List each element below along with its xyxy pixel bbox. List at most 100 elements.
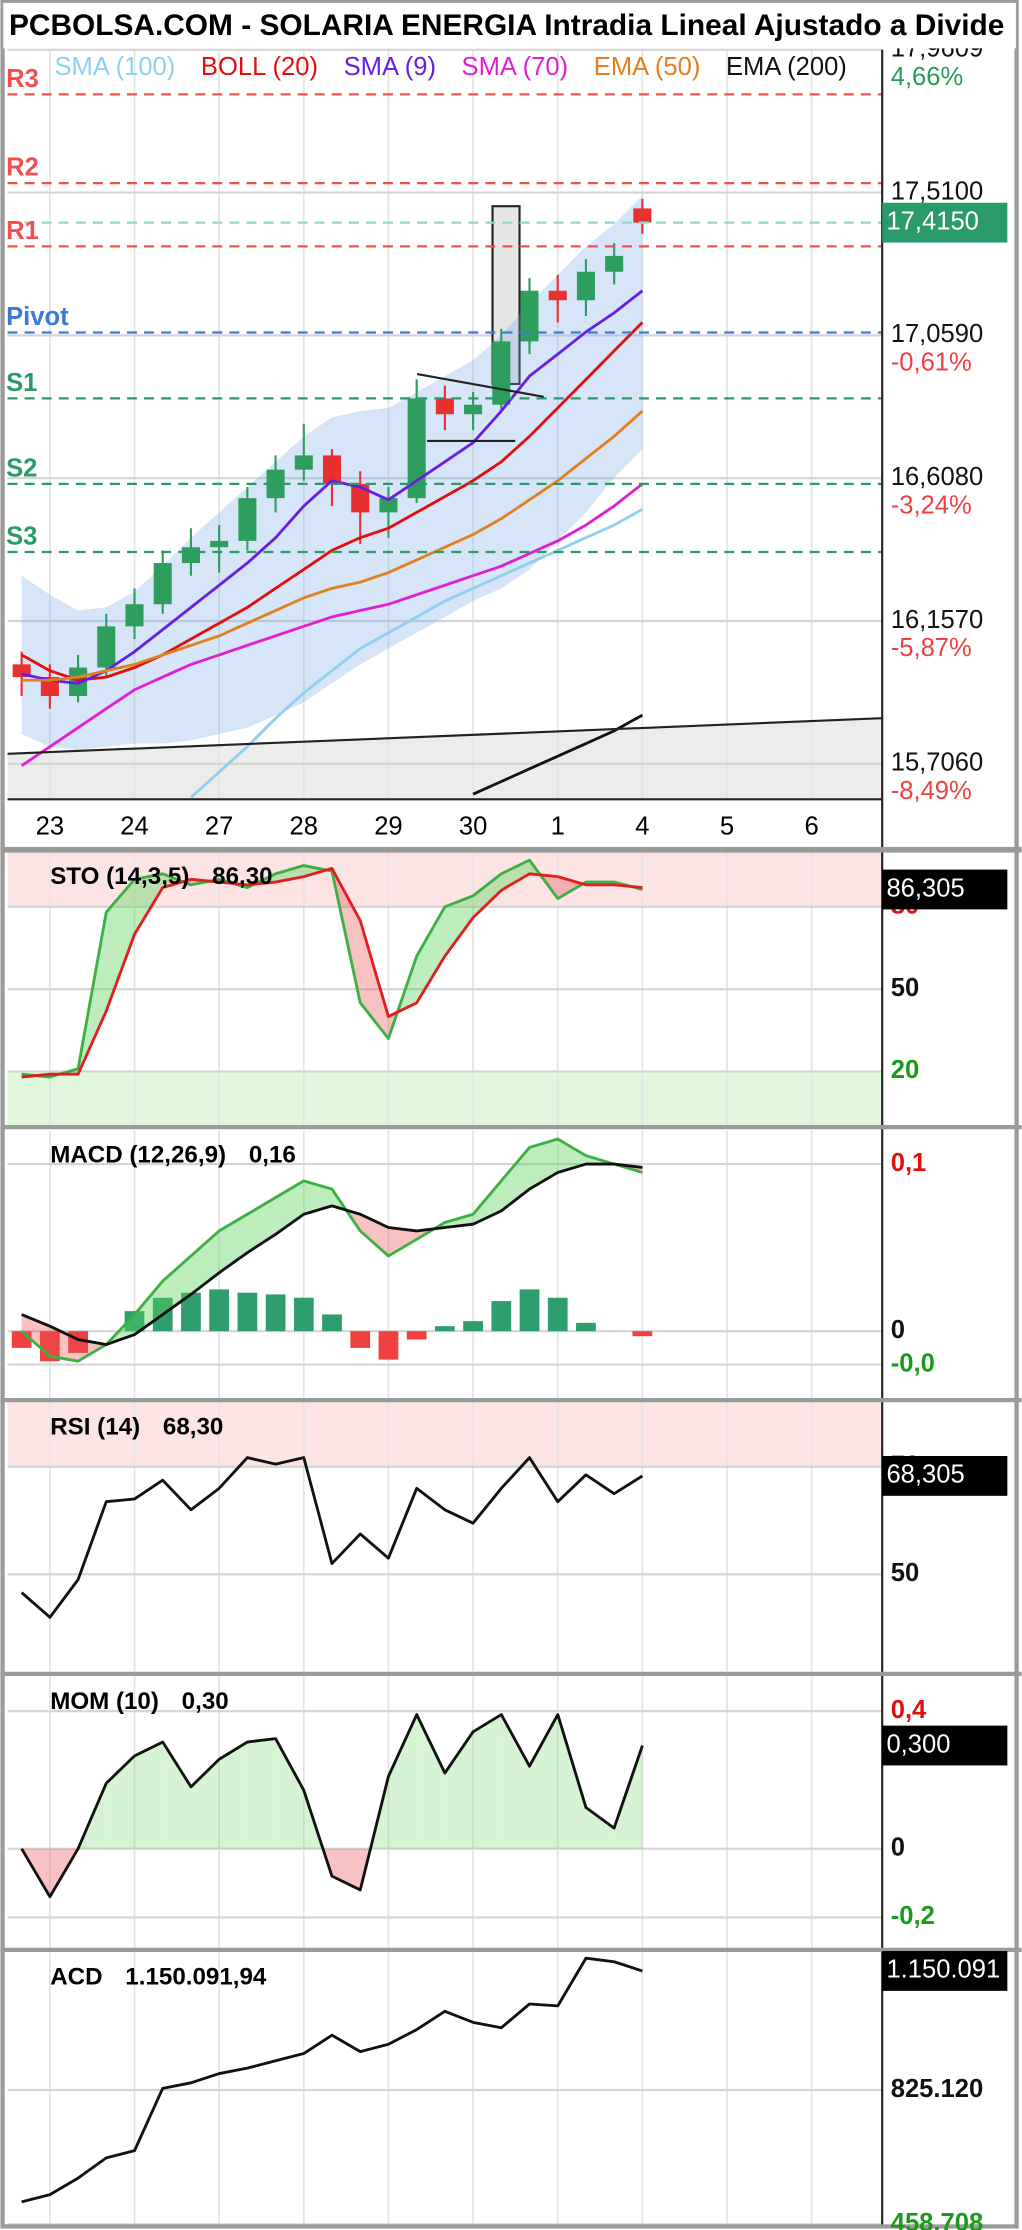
y-tick-label: 20 xyxy=(891,1056,919,1084)
labels: 17,96094,66%17,51002,89%17,0590-0,61%16,… xyxy=(3,2,1016,2230)
candle-body xyxy=(605,255,624,272)
panel-value: 68,30 xyxy=(163,1413,223,1440)
histogram-bar xyxy=(632,1331,653,1337)
panel-value: 0,30 xyxy=(182,1688,229,1715)
level-label: R2 xyxy=(6,154,39,182)
fill-area xyxy=(557,1714,586,1849)
last-value-label: 1.150.091 xyxy=(886,1956,1000,1984)
fill-area xyxy=(247,1738,276,1849)
fill-area xyxy=(162,1255,192,1315)
marks xyxy=(7,93,883,2204)
x-tick-label: 29 xyxy=(374,812,402,840)
legend-entry: SMA (9) xyxy=(344,53,436,81)
fill-area xyxy=(501,860,530,891)
y-tick-sublabel: -0,61% xyxy=(891,349,972,377)
y-tick-label: 16,6080 xyxy=(891,463,983,491)
candle-body xyxy=(492,341,511,405)
candle-body xyxy=(181,547,200,564)
histogram-bar xyxy=(434,1326,455,1332)
last-value-label: 68,305 xyxy=(886,1461,964,1489)
histogram-bar xyxy=(378,1331,399,1360)
legend-entry: SMA (70) xyxy=(462,53,569,81)
candle-body xyxy=(464,404,483,415)
fill-area xyxy=(444,1731,474,1849)
y-tick-label: -0,0 xyxy=(891,1349,935,1377)
zone xyxy=(7,851,883,907)
legend-entry: BOLL (20) xyxy=(201,53,318,81)
histogram-bar xyxy=(322,1314,342,1332)
candle-body xyxy=(322,455,342,484)
fill-area xyxy=(529,1714,558,1849)
last-value-box xyxy=(882,1951,1008,1991)
y-tick-label: 16,1570 xyxy=(891,606,983,634)
fill-area xyxy=(416,906,445,1003)
candle-body xyxy=(576,271,595,301)
last-value-label: 17,4150 xyxy=(886,207,978,235)
y-tick-label: 50 xyxy=(891,1559,919,1587)
fill-area xyxy=(191,1230,220,1295)
line xyxy=(472,713,644,796)
histogram-bar xyxy=(265,1294,286,1332)
fill-area xyxy=(501,1714,530,1849)
candle-body xyxy=(407,398,426,499)
x-tick-label: 6 xyxy=(805,812,819,840)
fill-area xyxy=(134,1281,163,1335)
candle-body xyxy=(266,469,285,499)
fill-area xyxy=(219,1742,248,1849)
panel-title: STO (14,3,5) xyxy=(50,863,189,890)
panel-value: 1.150.091,94 xyxy=(125,1964,267,1991)
line xyxy=(21,866,643,1079)
line xyxy=(21,1956,643,2204)
fill-area xyxy=(557,1139,586,1173)
histogram-bar xyxy=(39,1331,60,1362)
chart-title: PCBOLSA.COM - SOLARIA ENERGIA Intradia L… xyxy=(9,9,1004,42)
panel-title: MOM (10) xyxy=(50,1688,159,1715)
trend-area xyxy=(7,718,883,800)
y-tick-label: 825.120 xyxy=(891,2075,983,2103)
histogram-bar xyxy=(519,1289,540,1332)
zone xyxy=(7,1402,883,1467)
fill-area xyxy=(134,873,163,935)
fill-area xyxy=(106,1755,135,1849)
level-label: Pivot xyxy=(6,303,69,331)
fill-area xyxy=(388,1714,417,1849)
y-tick-sublabel: 4,66% xyxy=(891,63,964,91)
fill-area xyxy=(360,920,389,1039)
last-value-box xyxy=(882,1725,1008,1766)
y-tick-label: 0,4 xyxy=(891,1696,927,1724)
fill-area xyxy=(444,895,474,957)
x-tick-label: 5 xyxy=(720,812,734,840)
y-tick-label: 0 xyxy=(891,1833,905,1861)
candle-body xyxy=(153,563,172,605)
legend-entry: EMA (200) xyxy=(726,53,847,81)
x-tick-label: 30 xyxy=(459,812,487,840)
line xyxy=(20,482,644,767)
legend-entry: SMA (100) xyxy=(54,53,175,81)
y-tick-label: -0,2 xyxy=(891,1902,935,1930)
histogram-bar xyxy=(293,1297,314,1332)
fill-area xyxy=(219,1214,248,1273)
level-label: R1 xyxy=(6,217,39,245)
histogram-bar xyxy=(350,1331,371,1348)
trendline xyxy=(416,372,544,398)
histogram-bar xyxy=(547,1297,568,1332)
candle-body xyxy=(238,498,257,541)
fill-area xyxy=(331,1848,361,1890)
candle-body xyxy=(294,455,313,470)
candle-body xyxy=(548,290,567,301)
candle-body xyxy=(379,498,398,513)
panel-value: 0,16 xyxy=(249,1142,296,1169)
level-label: S1 xyxy=(6,369,37,397)
last-value-box xyxy=(882,202,1008,243)
histogram-bar xyxy=(237,1292,258,1332)
fill-area xyxy=(388,1227,417,1256)
legend-entry: EMA (50) xyxy=(594,53,701,81)
y-tick-label: 458.708 xyxy=(891,2209,983,2230)
fill-area xyxy=(346,1210,361,1231)
fill-area xyxy=(49,1326,79,1362)
level-label: R3 xyxy=(6,65,39,93)
candle-body xyxy=(351,483,370,513)
